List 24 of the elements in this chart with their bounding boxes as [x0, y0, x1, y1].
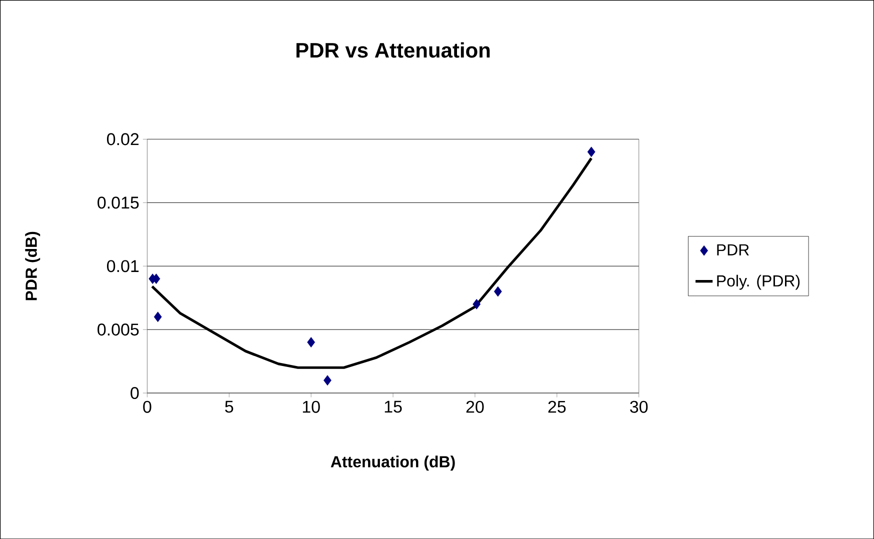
y-axis-title: PDR (dB) [25, 232, 40, 300]
legend-label: PDR [717, 244, 749, 256]
x-tick-label: 25 [548, 400, 566, 413]
point [472, 298, 481, 310]
y-tick-label: 0.015 [98, 196, 139, 209]
chart-title: PDR vs Attenuation [296, 42, 490, 58]
x-tick-label: 15 [384, 400, 402, 413]
y-tick-label: 0 [130, 386, 139, 399]
x-axis-title: Attenuation (dB) [330, 456, 455, 470]
line-series [150, 156, 593, 369]
x-tick-label: 5 [225, 400, 234, 413]
y-tick-label: 0.005 [98, 323, 139, 336]
legend-label: Poly. (PDR) [717, 274, 800, 290]
x-tick-label: 20 [466, 400, 484, 413]
y-tick-label: 0.01 [107, 260, 139, 272]
x-tick-label: 30 [630, 400, 648, 413]
point [307, 336, 316, 348]
x-tick-label: 0 [143, 400, 152, 413]
point [587, 146, 596, 157]
point [324, 375, 332, 386]
point [494, 286, 502, 297]
x-tick-label: 10 [302, 400, 320, 413]
point [154, 312, 162, 322]
y-tick-label: 0.02 [107, 133, 139, 146]
